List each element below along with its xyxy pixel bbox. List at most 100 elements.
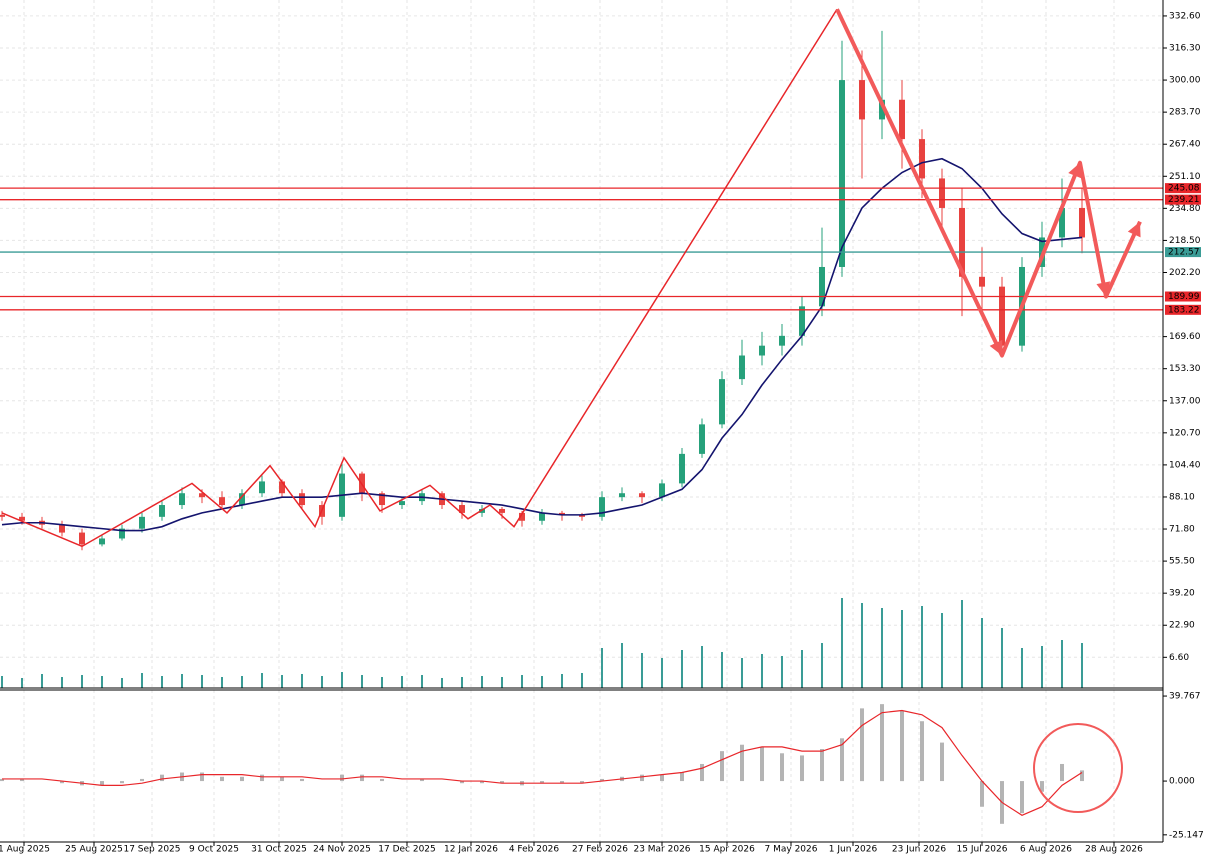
candle-body (919, 139, 925, 179)
candle-body (659, 483, 665, 498)
x-tick-label: 15 Apr 2026 (699, 845, 755, 855)
candle-body (459, 505, 465, 513)
candle-body (59, 524, 65, 533)
candle-body (719, 379, 725, 425)
candle-body (0, 514, 5, 517)
y-tick-label: 55.50 (1169, 557, 1195, 567)
candle-body (499, 508, 505, 513)
candle-body (939, 178, 945, 208)
candle-body (379, 493, 385, 506)
arrowhead (1068, 162, 1082, 179)
x-tick-label: 27 Feb 2026 (572, 845, 628, 855)
x-tick-label: 7 May 2026 (765, 845, 818, 855)
candle-body (959, 207, 965, 277)
y-tick-label: 39.767 (1169, 692, 1201, 702)
candle-body (799, 306, 805, 336)
y-tick-label: 283.70 (1169, 108, 1201, 118)
candle-body (179, 493, 185, 506)
candle-body (159, 505, 165, 517)
candle-body (679, 453, 685, 484)
candle-body (559, 512, 565, 515)
grid (0, 0, 1163, 842)
y-tick-label: 0.000 (1169, 777, 1195, 787)
candle-body (759, 345, 765, 356)
candle-body (79, 532, 85, 545)
y-tick-label: 104.40 (1169, 460, 1201, 470)
y-tick-label: 234.80 (1169, 204, 1201, 214)
candle-body (579, 514, 585, 517)
y-tick-label: 316.30 (1169, 44, 1201, 54)
candle-body (539, 512, 545, 521)
candle-body (219, 497, 225, 506)
highlight-circle (1033, 723, 1123, 813)
y-tick-label: 218.50 (1169, 236, 1201, 246)
arrowhead (1096, 281, 1111, 297)
arrowhead (1127, 221, 1141, 238)
level-tag (1165, 291, 1201, 302)
x-tick-label: 1 Aug 2025 (0, 845, 50, 855)
candle-body (99, 538, 105, 545)
candle-body (19, 516, 25, 521)
x-tick-label: 6 Aug 2026 (1020, 845, 1072, 855)
candle-body (639, 493, 645, 498)
y-tick-label: 202.20 (1169, 268, 1201, 278)
x-tick-label: 31 Oct 2025 (251, 845, 307, 855)
arrowhead (989, 339, 1003, 356)
level-label: 239.21 (1168, 195, 1200, 205)
y-tick-label: 153.30 (1169, 364, 1201, 374)
candle-body (999, 286, 1005, 346)
candle-body (979, 276, 985, 287)
x-tick-label: 25 Aug 2025 (65, 845, 123, 855)
x-tick-label: 12 Jan 2026 (444, 845, 498, 855)
candle-body (119, 528, 125, 539)
y-tick-label: 6.60 (1169, 653, 1189, 663)
level-label: 183.22 (1168, 305, 1200, 315)
x-tick-label: 28 Aug 2026 (1085, 845, 1143, 855)
x-tick-label: 23 Mar 2026 (633, 845, 690, 855)
y-tick-label: 39.20 (1169, 589, 1195, 599)
y-tick-label: 267.40 (1169, 140, 1201, 150)
y-tick-label: 88.10 (1169, 492, 1195, 502)
y-tick-label: 251.10 (1169, 172, 1201, 182)
candle-body (199, 493, 205, 498)
candle-body (819, 266, 825, 307)
y-tick-label: 120.70 (1169, 428, 1201, 438)
x-tick-label: 15 Jul 2026 (957, 845, 1008, 855)
level-tag (1165, 247, 1201, 258)
candle-body (739, 355, 745, 380)
candle-body (139, 516, 145, 529)
candle-body (839, 80, 845, 267)
x-tick-label: 17 Sep 2025 (123, 845, 180, 855)
level-label: 189.99 (1168, 292, 1200, 302)
moving-average (1, 157, 1083, 532)
candle-body (879, 99, 885, 120)
y-tick-label: 71.80 (1169, 525, 1195, 535)
candle-body (479, 508, 485, 513)
candle-body (899, 99, 905, 140)
candle-body (239, 493, 245, 506)
x-tick-label: 9 Oct 2025 (189, 845, 239, 855)
candle-body (519, 512, 525, 521)
y-tick-label: 137.00 (1169, 396, 1201, 406)
candle-body (279, 481, 285, 494)
candle-body (699, 424, 705, 454)
x-tick-label: 1 Jun 2026 (829, 845, 878, 855)
y-tick-label: 22.90 (1169, 621, 1195, 631)
x-tick-label: 4 Feb 2026 (509, 845, 560, 855)
level-label: 245.08 (1168, 184, 1200, 194)
level-label: 212.57 (1168, 248, 1200, 258)
y-tick-label: 300.00 (1169, 76, 1201, 86)
candle-body (619, 493, 625, 498)
x-tick-label: 23 Jun 2026 (892, 845, 946, 855)
y-tick-label: 332.60 (1169, 11, 1201, 21)
y-tick-label: -25.147 (1169, 830, 1204, 840)
candle-body (1059, 207, 1065, 238)
level-tag (1165, 304, 1201, 315)
level-tag (1165, 194, 1201, 205)
candle-body (859, 80, 865, 120)
y-tick-label: 169.60 (1169, 332, 1201, 342)
candle-body (299, 493, 305, 506)
